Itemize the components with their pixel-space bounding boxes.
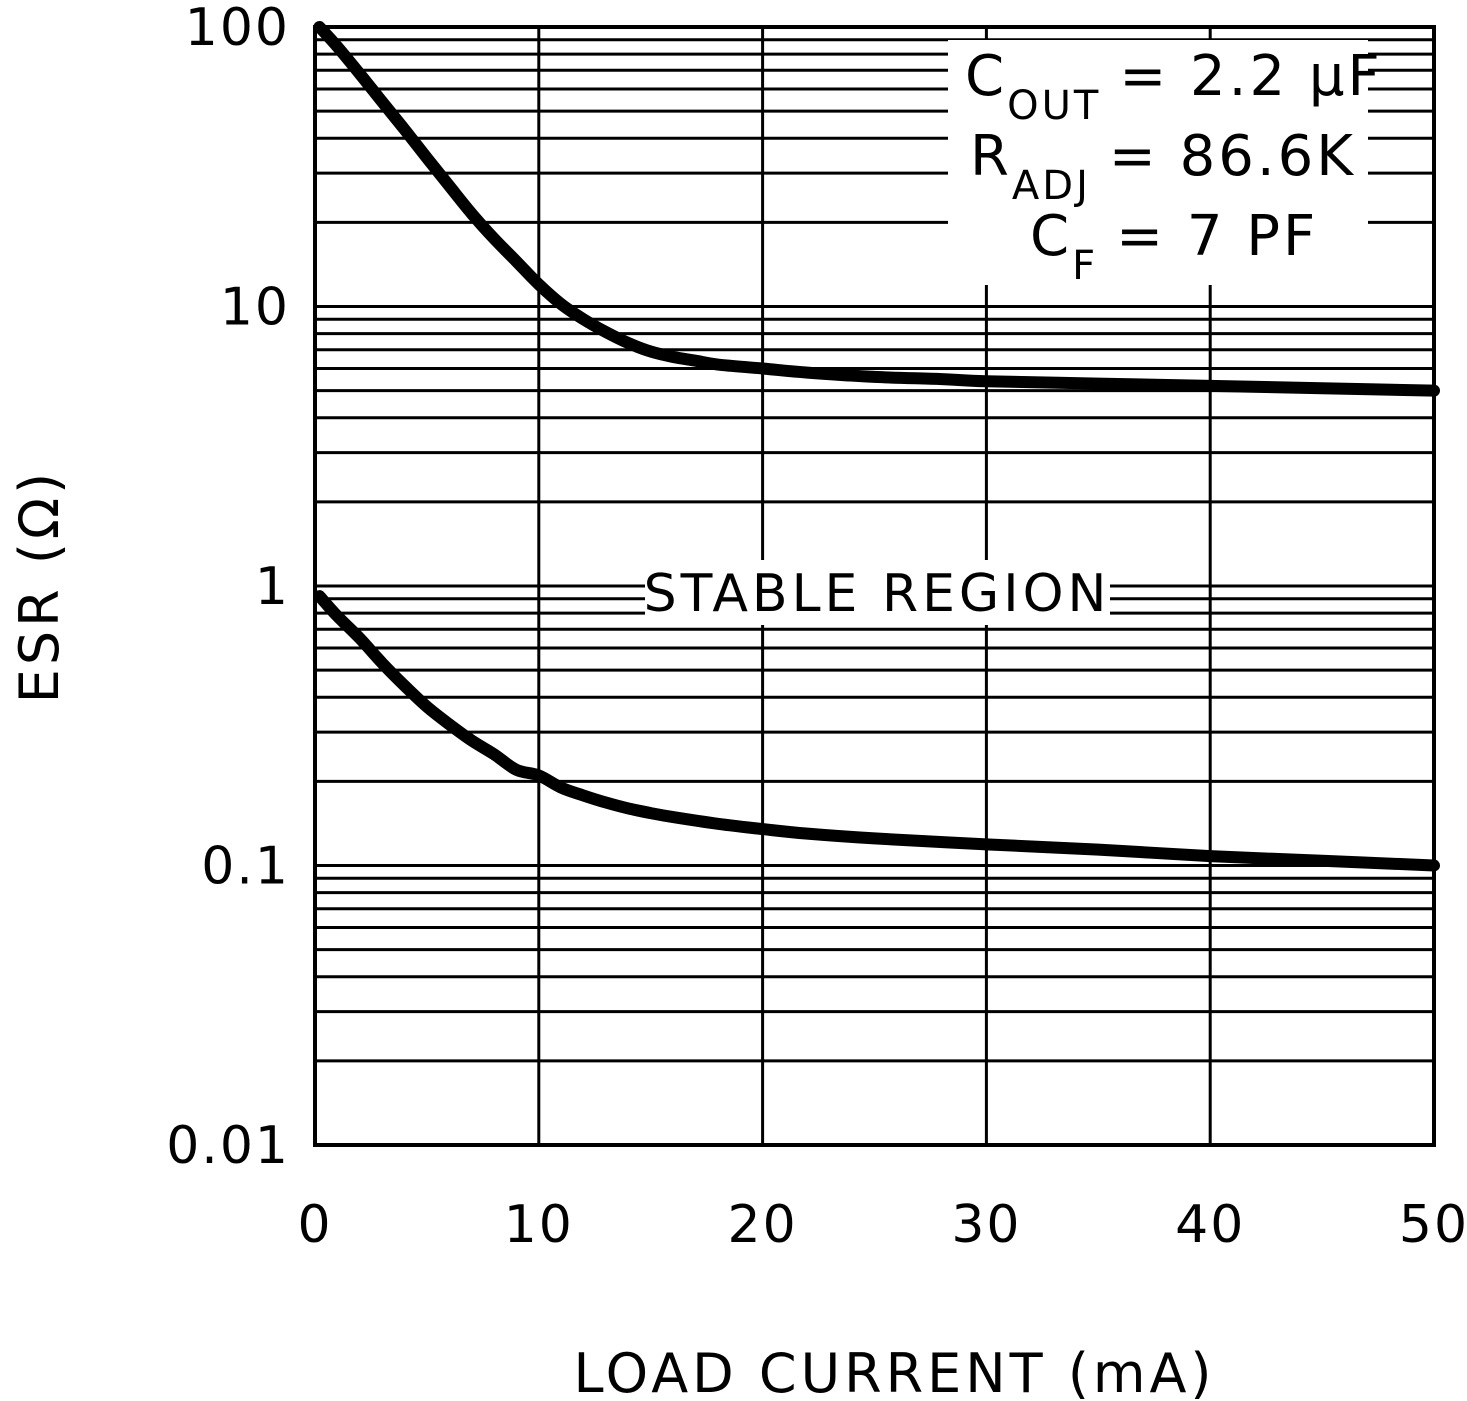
y-tick-label: 0.1 [201, 837, 290, 897]
grid [315, 27, 1434, 1145]
upper-esr-limit-curve [313, 21, 1440, 397]
annotation-line: RADJ = 86.6K [970, 124, 1356, 209]
curves [313, 21, 1440, 872]
x-tick-label: 50 [1399, 1195, 1467, 1255]
y-tick-label: 1 [255, 557, 290, 617]
x-axis-label: LOAD CURRENT (mA) [573, 1342, 1215, 1401]
y-axis-label: ESR (Ω) [8, 469, 71, 703]
annotation-line: CF = 7 PF [1030, 204, 1318, 289]
x-tick-label: 0 [297, 1195, 332, 1255]
region-label-background [645, 560, 1110, 625]
tick-labels: 0 10 20 30 40 50 0.01 0.1 1 10 100 [166, 0, 1467, 1255]
plot-frame [313, 25, 1436, 1147]
y-tick-label: 0.01 [166, 1116, 290, 1176]
annotation-line: COUT = 2.2 μF [965, 44, 1383, 129]
x-tick-label: 20 [728, 1195, 798, 1255]
stable-region-label: STABLE REGION [644, 564, 1111, 624]
x-tick-label: 10 [504, 1195, 574, 1255]
x-tick-label: 30 [951, 1195, 1021, 1255]
y-tick-label: 10 [220, 278, 290, 338]
y-tick-label: 100 [185, 0, 290, 58]
annotation-background [948, 40, 1368, 285]
x-tick-label: 40 [1175, 1195, 1245, 1255]
lower-esr-limit-curve [313, 590, 1440, 872]
